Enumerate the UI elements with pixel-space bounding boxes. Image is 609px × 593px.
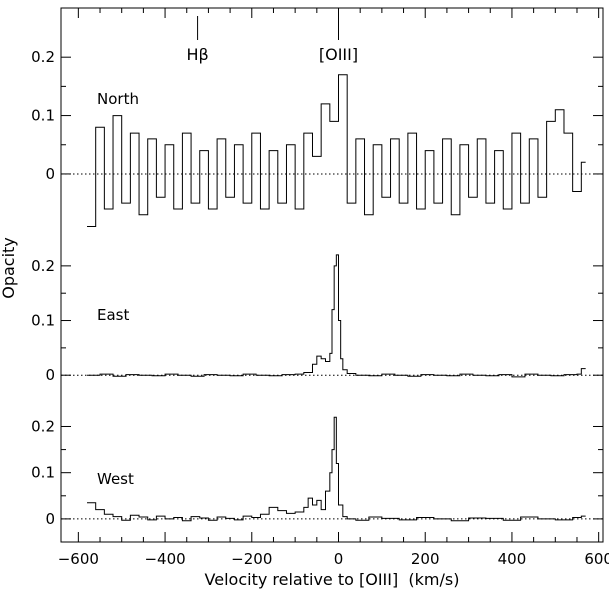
panel-north: 0 0.1 0.2 North (31, 48, 603, 227)
y-tick-label: 0.2 (31, 257, 55, 275)
x-tick-label: 400 (498, 550, 527, 568)
x-axis-top-ticks (77, 8, 600, 18)
x-axis-ticks (77, 532, 600, 542)
line-marker-label: [OIII] (319, 45, 358, 64)
panel-west: 0 0.1 0.2 West (31, 416, 603, 528)
y-tick-label: 0.1 (31, 107, 55, 125)
x-tick-label: −200 (231, 550, 272, 568)
x-tick-label: 200 (411, 550, 440, 568)
y-tick-label: 0 (45, 366, 55, 384)
y-tick-label: 0.2 (31, 417, 55, 435)
x-tick-label: 0 (334, 550, 344, 568)
y-tick-label: 0 (45, 165, 55, 183)
y-tick-label: 0.1 (31, 312, 55, 330)
line-marker-label: Hβ (186, 45, 208, 64)
x-axis-tick-labels: −600 −400 −200 0 200 400 600 (58, 550, 609, 568)
x-axis-label: Velocity relative to [OIII] (km/s) (205, 570, 460, 589)
y-tick-label: 0.1 (31, 464, 55, 482)
series-trace (87, 254, 586, 378)
y-tick-label: 0 (45, 510, 55, 528)
spectra-panels: 0 0.1 0.2 North 0 0.1 0.2 East 0 0.1 0.2 West (31, 48, 603, 528)
x-tick-label: −400 (144, 550, 185, 568)
series-label: West (97, 470, 134, 488)
panel-east: 0 0.1 0.2 East (31, 254, 603, 384)
series-label: East (97, 306, 129, 324)
series-trace (87, 74, 586, 227)
x-tick-label: 600 (584, 550, 609, 568)
x-tick-label: −600 (58, 550, 99, 568)
plot-frame (60, 7, 604, 543)
y-tick-label: 0.2 (31, 48, 55, 66)
y-axis-label: Opacity (0, 237, 18, 299)
series-trace (87, 416, 586, 522)
series-label: North (97, 90, 139, 108)
line-markers: Hβ [OIII] (186, 16, 358, 64)
